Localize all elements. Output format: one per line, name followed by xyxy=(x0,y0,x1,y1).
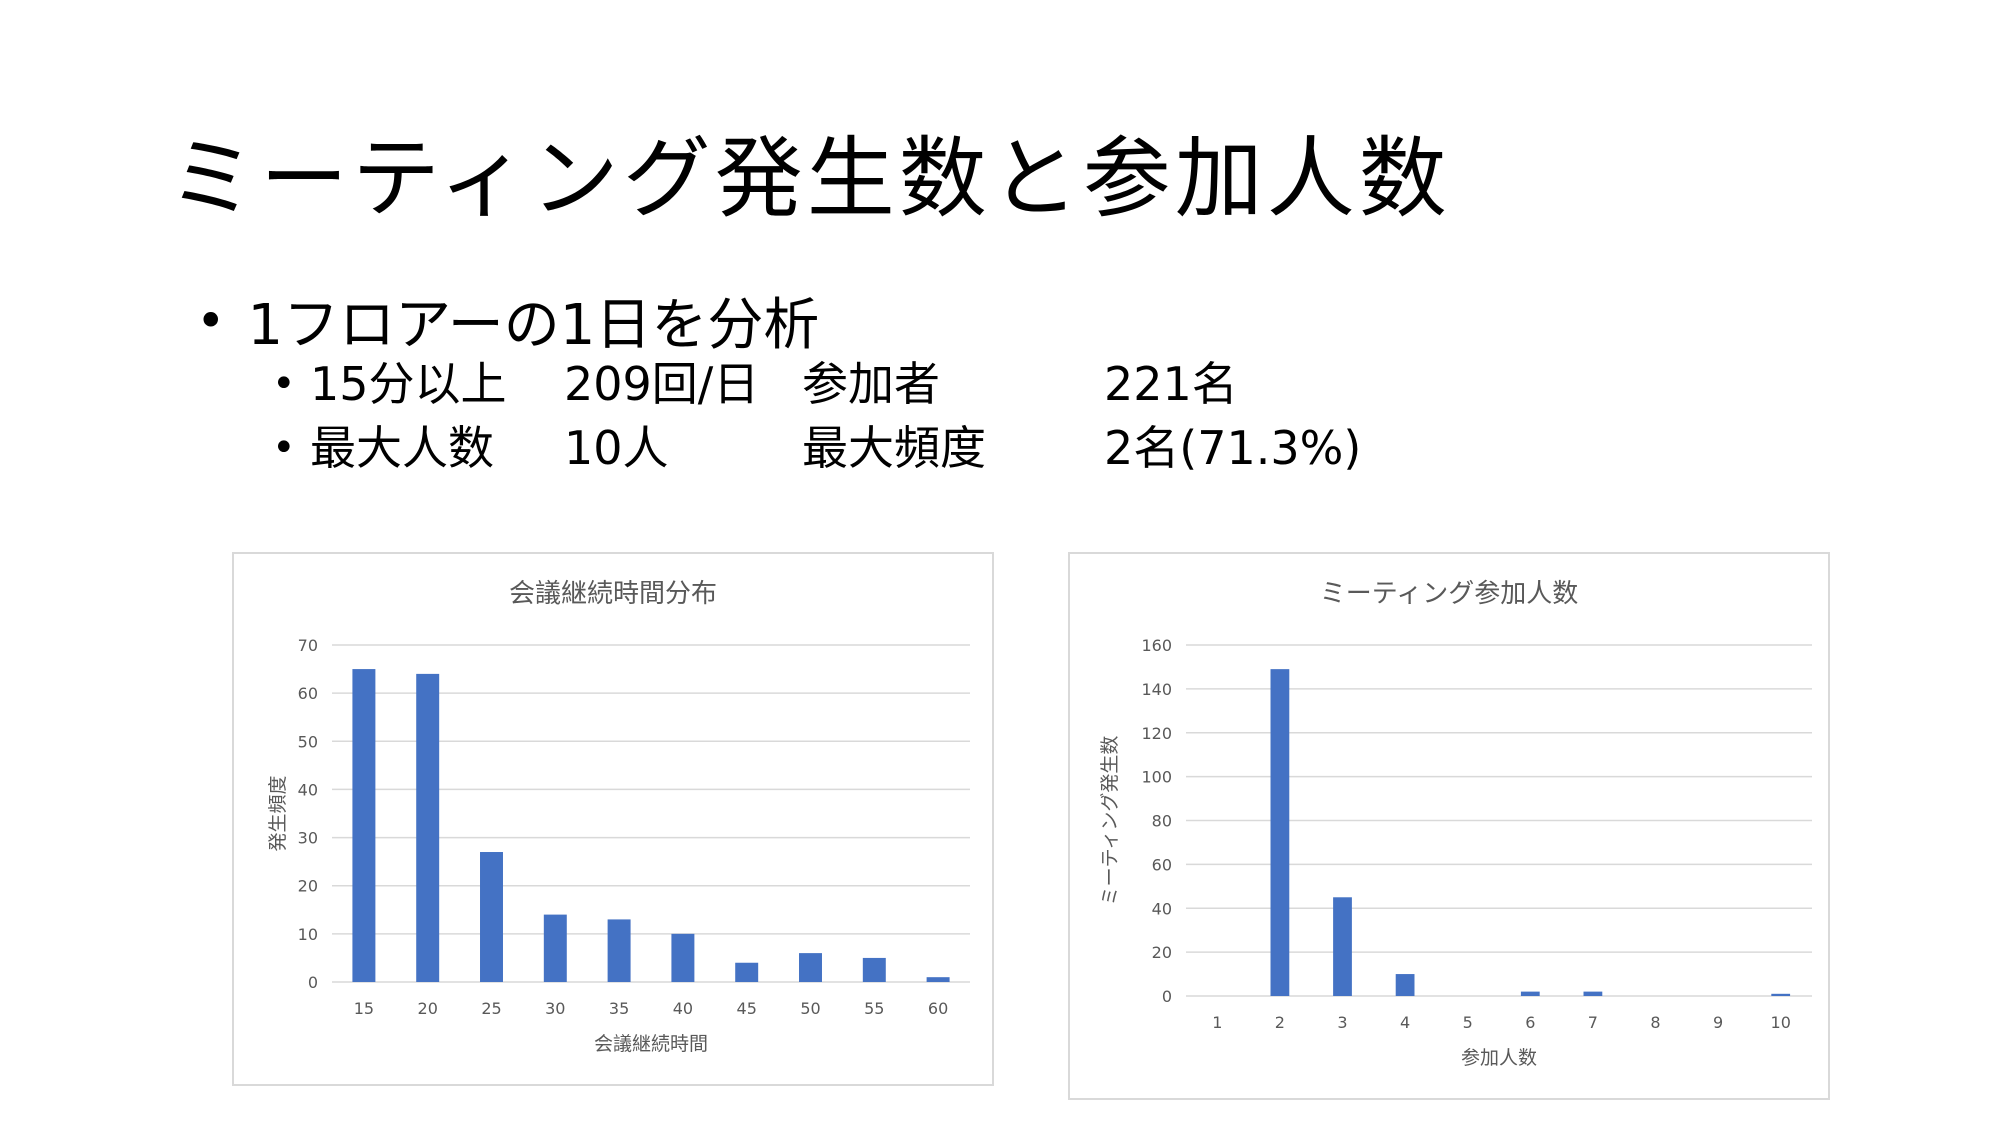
y-tick-label: 80 xyxy=(1152,812,1172,831)
bar xyxy=(1771,993,1791,996)
x-tick-label: 55 xyxy=(864,999,884,1018)
x-axis-title: 参加人数 xyxy=(1461,1047,1537,1069)
x-axis-title: 会議継続時間 xyxy=(594,1033,708,1055)
x-tick-label: 15 xyxy=(354,999,374,1018)
bullet-dot-icon: • xyxy=(196,291,226,350)
x-tick-label: 6 xyxy=(1525,1013,1535,1032)
duration-chart: 会議継続時間分布 0 10 20 30 40 50 60 70 15 20 25 30 35 40 45 50 5… xyxy=(232,552,994,1086)
y-tick-label: 50 xyxy=(298,732,318,751)
x-tick-label: 30 xyxy=(545,999,565,1018)
row1-label-2: 参加者 xyxy=(802,357,940,411)
bar xyxy=(543,914,567,982)
bullet-main-text: 1フロアーの1日を分析 xyxy=(247,293,820,358)
y-tick-label: 40 xyxy=(1152,899,1172,918)
row1-label: 15分以上 xyxy=(310,357,507,411)
x-tick-label: 9 xyxy=(1713,1013,1723,1032)
bar xyxy=(926,977,950,982)
x-tick-label: 1 xyxy=(1212,1013,1222,1032)
x-tick-label: 2 xyxy=(1275,1013,1285,1032)
y-tick-label: 140 xyxy=(1141,680,1172,699)
y-tick-label: 60 xyxy=(298,684,318,703)
x-tick-label: 60 xyxy=(928,999,948,1018)
bullet-main: • 1フロアーの1日を分析 xyxy=(196,280,819,361)
bar xyxy=(1333,897,1352,996)
bar xyxy=(1583,991,1603,996)
y-axis-title: 発生頻度 xyxy=(267,775,289,851)
row2-label: 最大人数 xyxy=(310,421,494,475)
x-tick-label: 3 xyxy=(1337,1013,1347,1032)
y-tick-label: 20 xyxy=(298,877,318,896)
bar xyxy=(799,953,822,982)
y-tick-label: 120 xyxy=(1141,724,1172,743)
x-tick-label: 10 xyxy=(1771,1013,1791,1032)
bullet-dot-icon: • xyxy=(272,361,296,407)
y-tick-label: 20 xyxy=(1152,943,1172,962)
y-tick-label: 30 xyxy=(298,829,318,848)
x-tick-label: 35 xyxy=(609,999,629,1018)
bar xyxy=(416,673,440,982)
participants-chart: ミーティング参加人数 0 20 40 60 80 100 120 140 160 1 2 3 4 5 6 7 8 9… xyxy=(1068,552,1830,1100)
bullet-dot-icon: • xyxy=(272,425,296,471)
row1-value: 209回/日 xyxy=(564,357,760,411)
x-tick-label: 4 xyxy=(1400,1013,1410,1032)
bar xyxy=(735,962,759,982)
row2-value: 10人 xyxy=(564,421,669,475)
x-tick-label: 5 xyxy=(1463,1013,1473,1032)
bar xyxy=(1520,991,1540,996)
y-tick-label: 160 xyxy=(1141,636,1172,655)
row2-value-2: 2名(71.3%) xyxy=(1104,421,1362,475)
y-tick-label: 0 xyxy=(308,973,318,992)
y-tick-label: 10 xyxy=(298,925,318,944)
x-tick-label: 20 xyxy=(418,999,438,1018)
y-tick-label: 60 xyxy=(1152,855,1172,874)
y-tick-label: 100 xyxy=(1141,768,1172,787)
y-tick-label: 40 xyxy=(298,780,318,799)
y-tick-label: 0 xyxy=(1162,987,1172,1006)
x-tick-label: 25 xyxy=(481,999,501,1018)
y-axis-title: ミーティング発生数 xyxy=(1099,736,1121,906)
bar xyxy=(480,852,503,982)
x-tick-label: 45 xyxy=(737,999,757,1018)
chart-title: ミーティング参加人数 xyxy=(1320,579,1578,609)
bar xyxy=(671,933,695,982)
x-tick-label: 8 xyxy=(1650,1013,1660,1032)
x-tick-label: 40 xyxy=(673,999,693,1018)
bar xyxy=(352,669,376,982)
bar xyxy=(862,957,886,982)
bar xyxy=(607,919,631,982)
y-tick-label: 70 xyxy=(298,636,318,655)
x-tick-label: 50 xyxy=(800,999,820,1018)
bar xyxy=(1395,974,1415,996)
participants-chart-svg: ミーティング参加人数 0 20 40 60 80 100 120 140 160 1 2 3 4 5 6 7 8 9… xyxy=(1099,579,1812,1069)
row2-label-2: 最大頻度 xyxy=(802,421,986,475)
slide-title: ミーティング発生数と参加人数 xyxy=(168,127,1451,230)
x-tick-label: 7 xyxy=(1588,1013,1598,1032)
chart-title: 会議継続時間分布 xyxy=(509,579,717,609)
duration-chart-svg: 会議継続時間分布 0 10 20 30 40 50 60 70 15 20 25 30 35 40 45 50 5… xyxy=(267,579,970,1055)
row1-value-2: 221名 xyxy=(1104,357,1238,411)
bar xyxy=(1270,669,1290,996)
